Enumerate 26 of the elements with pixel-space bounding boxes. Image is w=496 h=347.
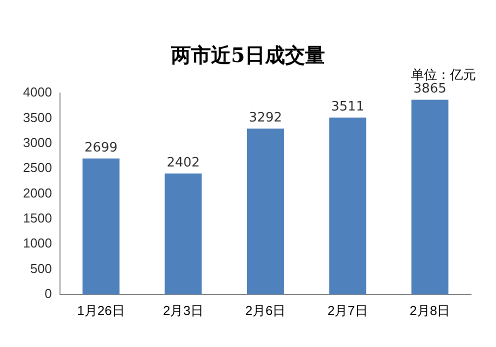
x-tick-label: 1月26日 <box>77 302 125 318</box>
chart-title: 两市近5日成交量 <box>170 42 326 69</box>
y-tick-label: 2500 <box>23 160 52 176</box>
x-tick-label: 2月7日 <box>327 302 368 318</box>
y-tick-label: 0 <box>44 286 52 301</box>
bar <box>246 128 284 294</box>
y-tick-label: 1000 <box>23 236 52 251</box>
bar <box>411 100 448 294</box>
data-label: 3511 <box>331 99 364 114</box>
x-tick-label: 2月3日 <box>163 302 204 318</box>
bar <box>329 118 366 294</box>
y-tick-label: 500 <box>30 260 52 276</box>
y-tick-label: 2000 <box>23 185 52 200</box>
bar <box>82 158 120 294</box>
data-label: 3292 <box>248 110 282 126</box>
data-label: 2402 <box>166 155 200 170</box>
data-label: 2699 <box>84 140 118 156</box>
y-tick-label: 3000 <box>23 134 52 150</box>
bar <box>164 173 202 294</box>
y-tick-label: 4000 <box>23 84 52 100</box>
x-tick-label: 2月8日 <box>410 302 450 318</box>
data-label: 3865 <box>413 82 446 97</box>
y-tick-label: 3500 <box>23 110 52 125</box>
x-tick-label: 2月6日 <box>245 302 286 318</box>
y-tick-label: 1500 <box>23 210 52 226</box>
text: 单位：亿元 <box>411 67 476 83</box>
